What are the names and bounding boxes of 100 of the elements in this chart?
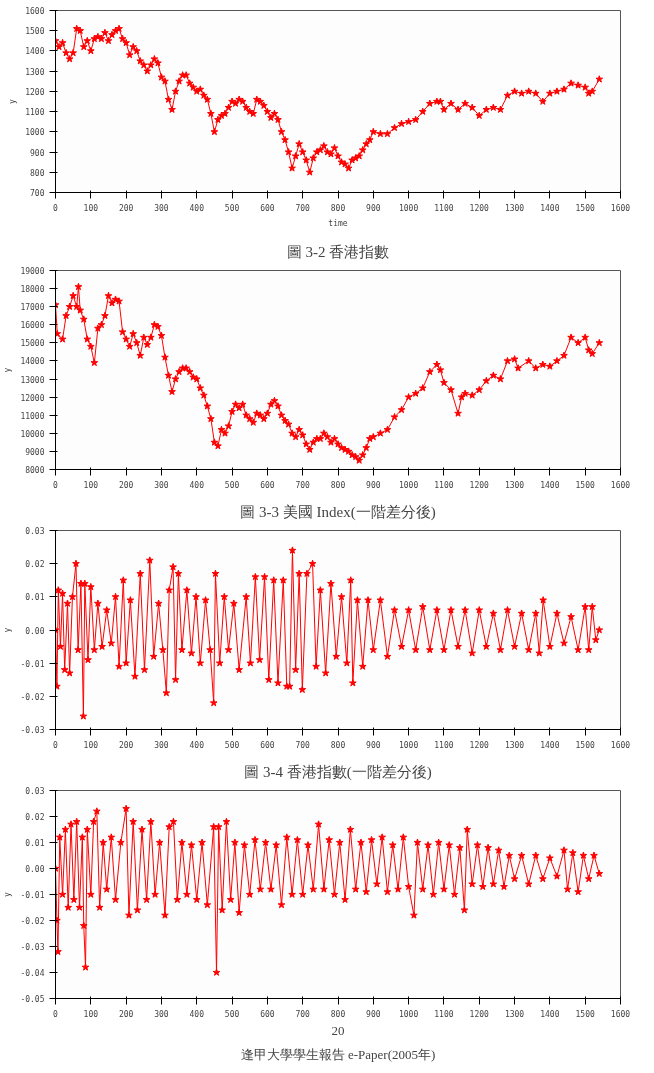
y-tick-label: 1000: [25, 128, 45, 138]
x-tick-label: 900: [366, 480, 381, 490]
y-tick-label: 8000: [25, 466, 45, 475]
y-tick-label: -0.01: [20, 891, 45, 900]
y-tick-label: 0.03: [25, 527, 45, 536]
y-tick-label: 0.01: [25, 839, 45, 848]
x-tick-label: 100: [83, 1009, 99, 1019]
x-tick-label: 1500: [575, 1009, 595, 1019]
x-tick-label: 1100: [434, 480, 454, 490]
y-tick-label: 9000: [25, 447, 45, 457]
x-tick-label: 700: [295, 740, 311, 750]
x-tick-label: 0: [53, 480, 59, 490]
y-tick-label: -0.03: [20, 943, 45, 952]
x-tick-label: 1200: [469, 480, 490, 490]
y-tick-label: 15000: [20, 339, 45, 349]
chart-title: 圖 3-4 香港指數(一階差分後): [244, 763, 432, 781]
x-tick-label: 1200: [469, 740, 490, 750]
x-tick-label: 100: [83, 740, 99, 750]
x-tick-label: 1400: [540, 203, 560, 213]
x-tick-label: 500: [224, 203, 240, 213]
x-tick-label: 1600: [610, 1009, 631, 1019]
x-tick-label: 100: [83, 203, 99, 213]
x-tick-label: 1600: [610, 740, 631, 750]
x-tick-label: 1000: [398, 203, 419, 213]
y-tick-label: 16000: [20, 321, 45, 331]
x-tick-label: 400: [189, 740, 205, 750]
x-tick-label: 400: [189, 480, 205, 490]
y-tick-label: 0.01: [25, 593, 45, 603]
x-tick-label: 800: [330, 203, 346, 213]
x-tick-label: 300: [154, 203, 169, 213]
x-tick-label: 1400: [540, 740, 560, 750]
y-tick-label: 14000: [20, 357, 45, 367]
y-tick-label: 700: [30, 189, 45, 198]
x-tick-label: 0: [53, 203, 59, 213]
x-tick-label: 300: [154, 740, 169, 750]
y-tick-label: 1200: [25, 87, 45, 97]
y-tick-label: 800: [30, 168, 45, 178]
text: 逢甲大學學生報告 e-Paper(2005年): [240, 1046, 436, 1062]
x-tick-label: 600: [260, 740, 275, 750]
y-tick-label: 17000: [20, 303, 45, 313]
x-tick-label: 100: [83, 480, 99, 490]
x-tick-label: 1600: [610, 203, 631, 213]
x-tick-label: 1300: [504, 740, 525, 750]
x-tick-label: 700: [295, 203, 311, 213]
x-tick-label: 800: [330, 480, 346, 490]
y-tick-label: -0.01: [20, 659, 45, 669]
x-tick-label: 700: [295, 480, 311, 490]
x-tick-label: 1100: [434, 740, 454, 750]
y-tick-label: 0.02: [25, 813, 45, 822]
y-tick-label: 13000: [20, 375, 45, 385]
y-tick-label: 0.00: [25, 626, 45, 636]
x-tick-label: 1000: [398, 740, 419, 750]
x-tick-label: 900: [366, 1009, 381, 1019]
y-tick-label: 10000: [20, 429, 45, 439]
y-tick-label: 0.00: [25, 865, 45, 874]
x-tick-label: 1200: [469, 1009, 490, 1019]
x-tick-label: 1500: [575, 480, 595, 490]
x-tick-label: 500: [224, 480, 240, 490]
y-tick-label: -0.05: [20, 995, 45, 1004]
y-tick-label: 12000: [20, 393, 45, 403]
x-tick-label: 1500: [575, 203, 595, 213]
x-tick-label: 1000: [398, 480, 419, 490]
x-tick-label: 1100: [434, 203, 454, 213]
x-tick-label: 200: [118, 1009, 134, 1019]
y-tick-label: 1100: [25, 108, 45, 118]
x-tick-label: 900: [366, 740, 381, 750]
x-tick-label: 500: [224, 1009, 240, 1019]
y-tick-label: 0.03: [25, 787, 45, 796]
x-tick-label: 300: [154, 480, 169, 490]
y-tick-label: 900: [30, 148, 45, 158]
x-tick-label: 0: [53, 740, 59, 750]
x-tick-label: 200: [118, 203, 134, 213]
x-tick-label: 600: [260, 480, 275, 490]
x-tick-label: 1500: [575, 740, 595, 750]
x-tick-label: 600: [260, 203, 275, 213]
y-tick-label: -0.02: [20, 692, 45, 702]
y-tick-label: 1600: [25, 7, 45, 16]
x-tick-label: 400: [189, 203, 205, 213]
y-tick-label: -0.02: [20, 917, 45, 926]
x-tick-label: 200: [118, 740, 134, 750]
y-axis-title: y: [8, 98, 18, 104]
x-tick-label: 0: [53, 1009, 59, 1019]
x-tick-label: 1000: [398, 1009, 419, 1019]
x-tick-label: 1300: [504, 203, 525, 213]
x-axis-title: time: [328, 218, 348, 228]
x-tick-label: 1600: [610, 480, 631, 490]
x-tick-label: 500: [224, 740, 240, 750]
y-axis-title: y: [3, 627, 13, 633]
x-tick-label: 300: [154, 1009, 169, 1019]
x-tick-label: 700: [295, 1009, 311, 1019]
y-tick-label: 1400: [25, 47, 45, 57]
x-tick-label: 1300: [504, 480, 525, 490]
x-tick-label: 1100: [434, 1009, 454, 1019]
y-tick-label: -0.04: [20, 969, 45, 978]
x-tick-label: 1400: [540, 480, 560, 490]
y-tick-label: 1300: [25, 67, 45, 77]
chart-title: 圖 3-2 香港指數: [286, 243, 390, 260]
y-axis-title: y: [3, 367, 13, 373]
y-axis-title: y: [3, 891, 13, 897]
x-tick-label: 200: [118, 480, 134, 490]
